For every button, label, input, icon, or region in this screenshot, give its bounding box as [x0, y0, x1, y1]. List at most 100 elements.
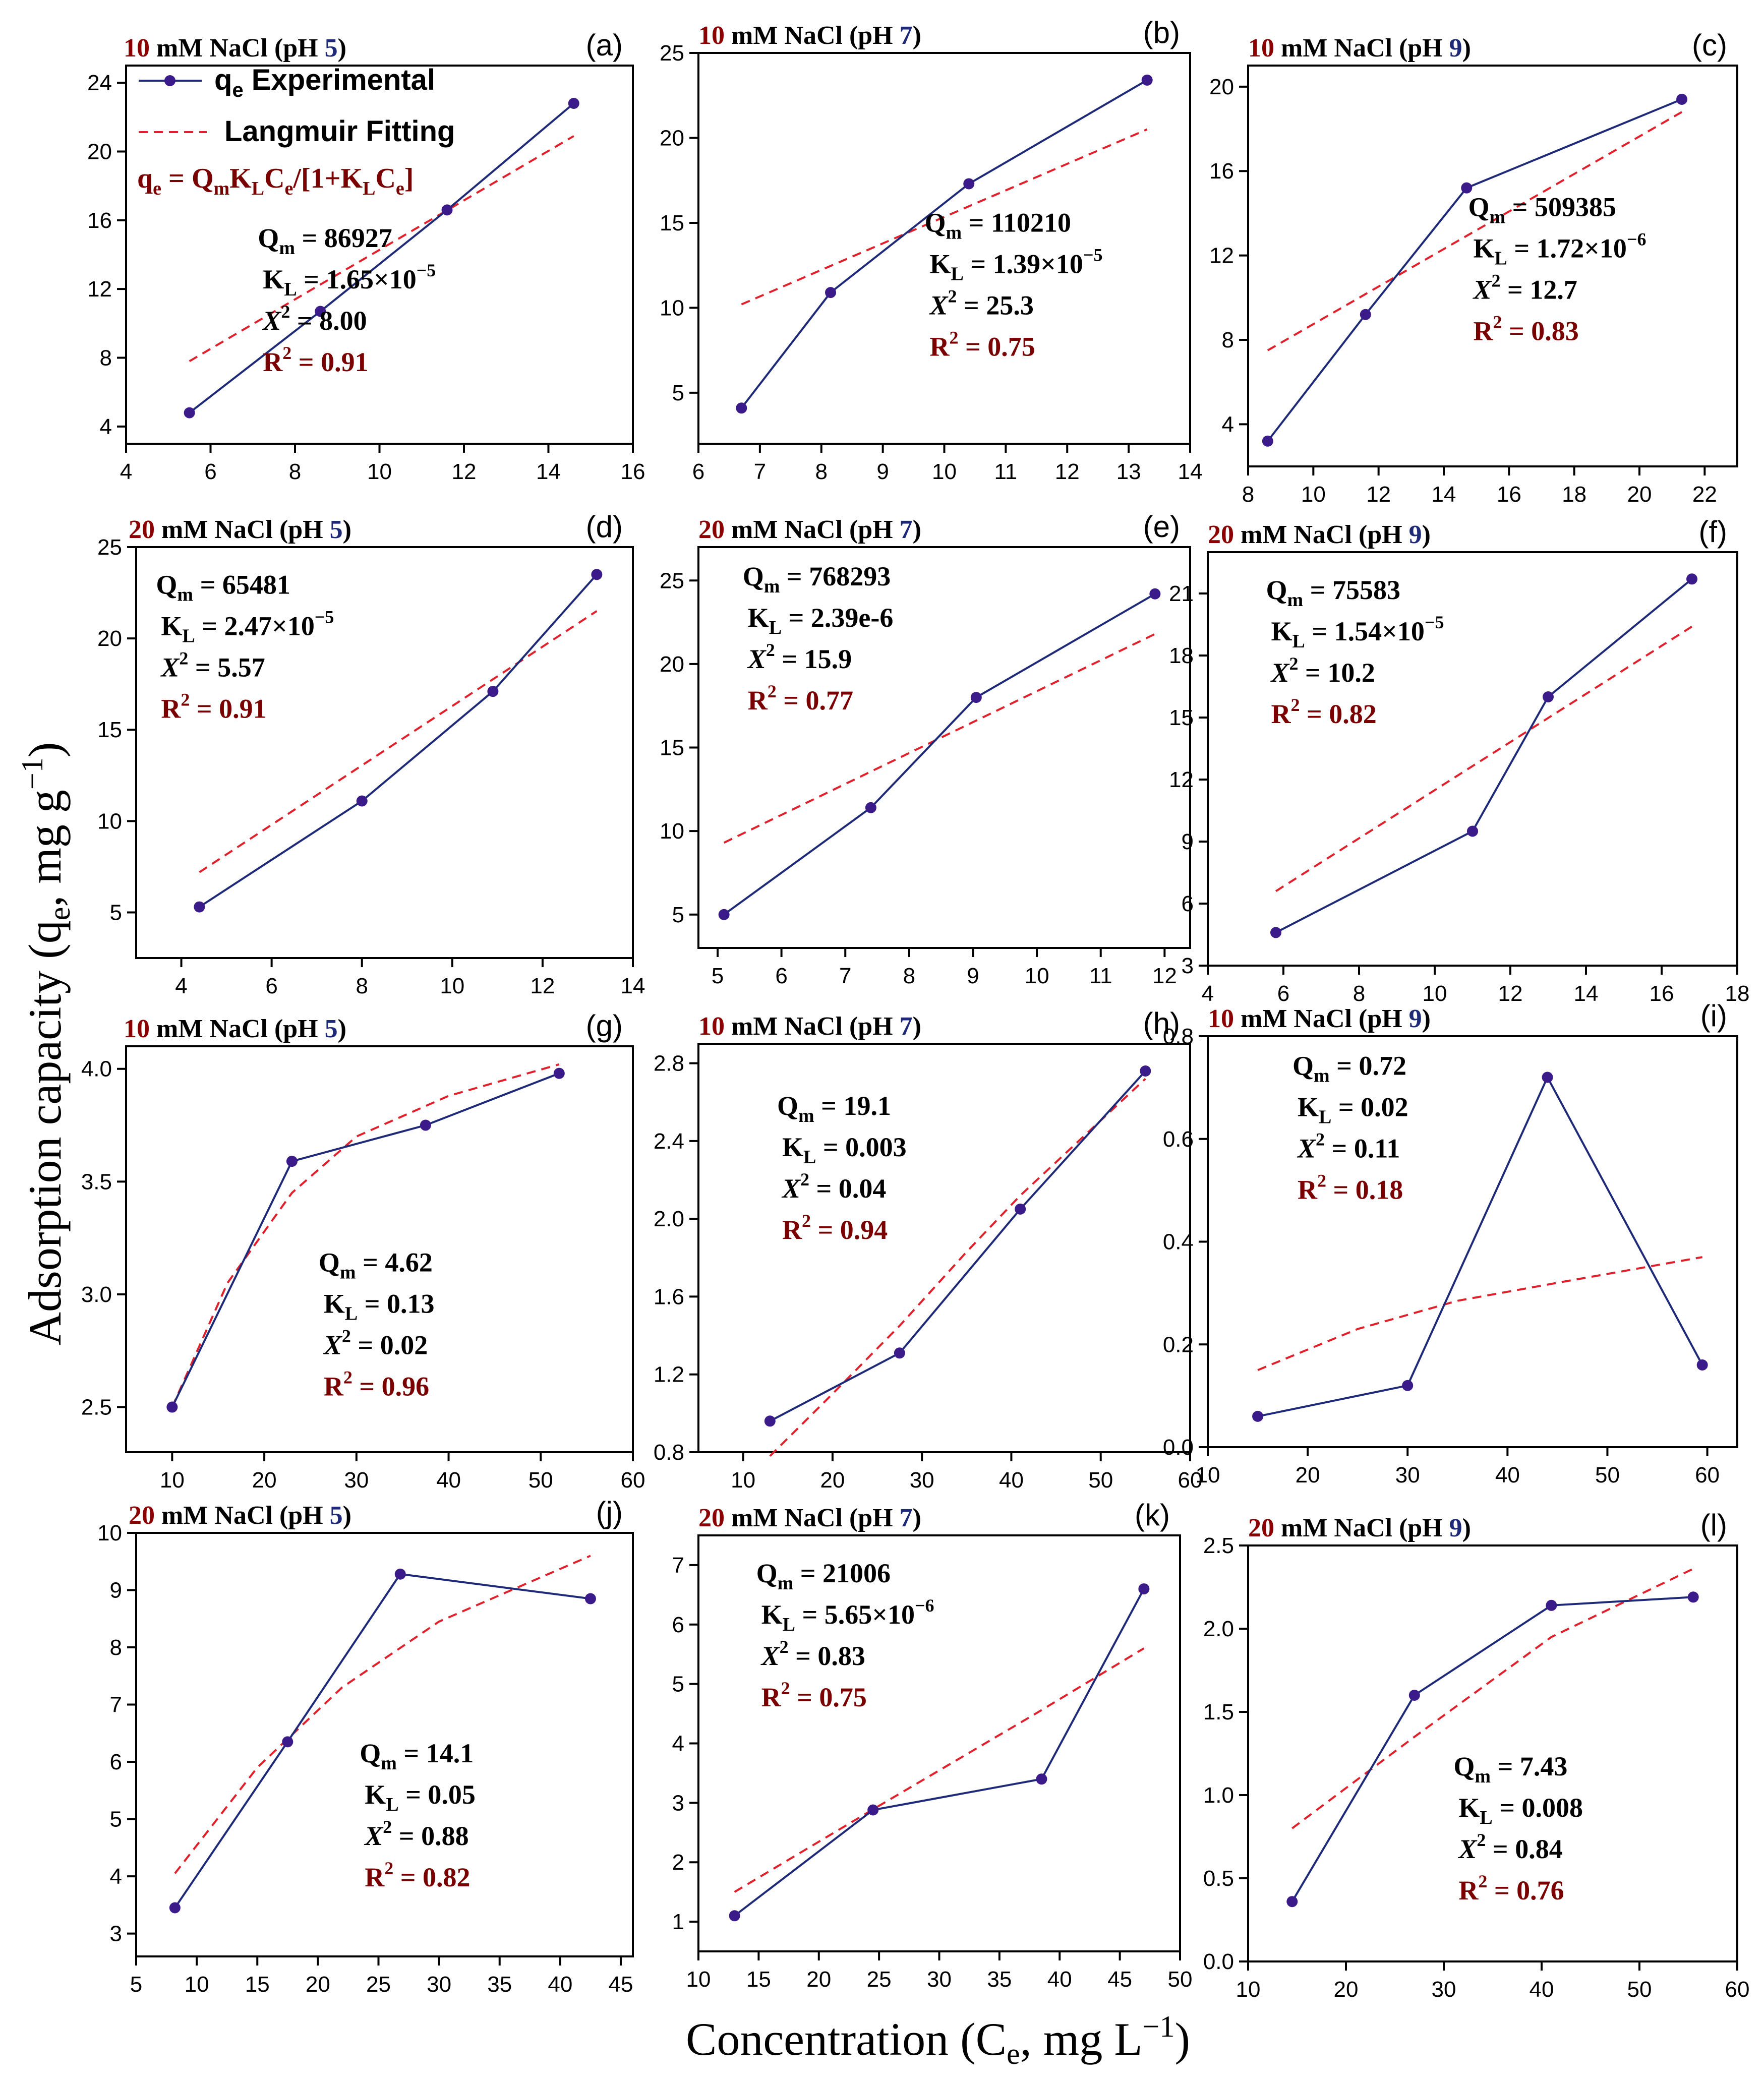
annotation-r2: R2 = 0.91 — [263, 343, 368, 377]
qm-sub: m — [177, 584, 193, 606]
langmuir-fit-line — [189, 135, 574, 363]
equation-sub: L — [252, 178, 264, 199]
experimental-point — [1687, 1591, 1699, 1603]
kl-value: 0.02 — [1361, 1092, 1408, 1122]
chi-sup: 2 — [1492, 271, 1501, 291]
panel-tag: (d) — [586, 510, 623, 544]
x-tick-label: 10 — [1025, 964, 1049, 988]
r2-sup: 2 — [343, 1367, 352, 1387]
y-tick-label: 3 — [672, 1791, 684, 1815]
y-tick-label: 25 — [660, 568, 684, 593]
panel-title: 10 mM NaCl (pH 9) — [1208, 1004, 1431, 1033]
x-tick-label: 25 — [867, 1967, 892, 1992]
y-tick-label: 10 — [660, 819, 684, 844]
kl-sub: L — [1319, 1106, 1331, 1127]
x-tick-label: 10 — [367, 459, 392, 484]
plot-frame — [1247, 1544, 1738, 1962]
x-tick-label: 20 — [306, 1972, 330, 1997]
experimental-point — [736, 402, 747, 414]
r2-symbol: R — [1474, 316, 1494, 346]
x-tick-label: 14 — [1574, 981, 1599, 1006]
experimental-point — [894, 1347, 905, 1359]
annotation-qm: Qm = 75583 — [1266, 575, 1400, 611]
experimental-point — [1140, 1065, 1151, 1077]
x-tick-label: 10 — [1301, 482, 1326, 507]
experimental-line — [189, 102, 575, 414]
r2-sup: 2 — [1478, 1871, 1487, 1891]
annotation-kl: KL = 1.65×10−5 — [263, 260, 436, 300]
qm-value: 110210 — [991, 208, 1071, 238]
kl-symbol: K — [365, 1779, 386, 1810]
annotation-chi2: X2 = 5.57 — [160, 648, 265, 683]
annotation-qm: Qm = 768293 — [743, 561, 891, 597]
chi-sup: 2 — [1477, 1830, 1486, 1850]
title-close: ) — [343, 1501, 351, 1530]
y-tick-label: 2.5 — [1203, 1533, 1234, 1558]
chi2-value: 8.00 — [319, 306, 367, 336]
x-tick-label: 50 — [1168, 1967, 1193, 1992]
x-tick-label: 11 — [994, 459, 1018, 484]
experimental-point — [865, 802, 876, 813]
x-tick-label: 20 — [820, 1468, 845, 1493]
chi2-value: 15.9 — [804, 644, 852, 674]
chi-symbol: X — [323, 1330, 343, 1360]
chi-symbol: X — [1297, 1133, 1317, 1163]
x-tick-label: 20 — [806, 1967, 831, 1992]
r2-value: 0.83 — [1531, 316, 1579, 346]
annotation-chi2: X2 = 0.11 — [1297, 1129, 1400, 1163]
x-axis-label: Concentration (Ce, mg L−1) — [686, 2010, 1190, 2070]
chi-symbol: X — [1270, 658, 1290, 688]
x-tick-label: 6 — [204, 459, 216, 484]
x-tick-label: 50 — [1627, 1977, 1652, 2002]
title-ph-value: 5 — [330, 1501, 343, 1530]
title-ph-value: 7 — [900, 21, 913, 50]
title-ph-value: 9 — [1449, 34, 1462, 63]
r2-value: 0.76 — [1516, 1875, 1564, 1906]
kl-exponent: −6 — [915, 1595, 934, 1616]
annotation-r2: R2 = 0.82 — [365, 1858, 470, 1892]
title-concentration: 20 — [698, 515, 725, 544]
qm-value: 7.43 — [1520, 1751, 1568, 1781]
chi2-value: 10.2 — [1327, 658, 1375, 688]
kl-eq: = — [782, 603, 811, 633]
chi-symbol: X — [781, 1173, 801, 1204]
title-concentration: 10 — [698, 1012, 725, 1041]
r2-sup: 2 — [384, 1858, 393, 1878]
y-tick-label: 20 — [87, 139, 112, 164]
plot-frame — [1247, 65, 1738, 467]
x-tick-label: 14 — [621, 974, 645, 998]
x-tick-label: 8 — [289, 459, 301, 484]
chi-sup: 2 — [179, 648, 188, 669]
annotation-qm: Qm = 65481 — [156, 570, 290, 606]
experimental-point — [166, 1401, 178, 1413]
x-tick-label: 14 — [1178, 459, 1203, 484]
experimental-point — [1676, 93, 1688, 105]
chart-panel-g: 10 mM NaCl (pH 5) (g) 10 20 30 40 50 60 2.5 3.0 3.… — [81, 1009, 645, 1493]
experimental-point — [1461, 182, 1473, 194]
annotation-r2: R2 = 0.77 — [748, 681, 853, 716]
experimental-point — [1141, 74, 1153, 86]
x-tick-label: 6 — [692, 459, 704, 484]
qm-sub: m — [1287, 589, 1304, 611]
x-tick-label: 40 — [1047, 1967, 1072, 1992]
r2-value: 0.94 — [840, 1215, 888, 1245]
experimental-point — [718, 909, 730, 920]
y-tick-label: 0.0 — [1203, 1949, 1234, 1974]
r2-eq: = — [1326, 1174, 1356, 1205]
chi-eq: = — [1501, 275, 1530, 305]
kl-eq: = — [297, 264, 326, 294]
title-close: ) — [913, 515, 921, 544]
y-tick-label: 20 — [97, 626, 122, 651]
experimental-point — [825, 287, 837, 299]
plot-frame — [1207, 551, 1738, 967]
kl-exponent: −6 — [1627, 229, 1647, 250]
experimental-point — [1402, 1380, 1414, 1391]
qm-symbol: Q — [156, 570, 177, 600]
kl-value: 1.65×10 — [326, 264, 416, 294]
kl-sub: L — [284, 279, 297, 300]
y-tick-label: 2.0 — [654, 1207, 684, 1231]
title-text: mM NaCl (pH — [725, 515, 900, 544]
kl-eq: = — [795, 1599, 825, 1630]
y-tick-label: 10 — [660, 295, 684, 320]
